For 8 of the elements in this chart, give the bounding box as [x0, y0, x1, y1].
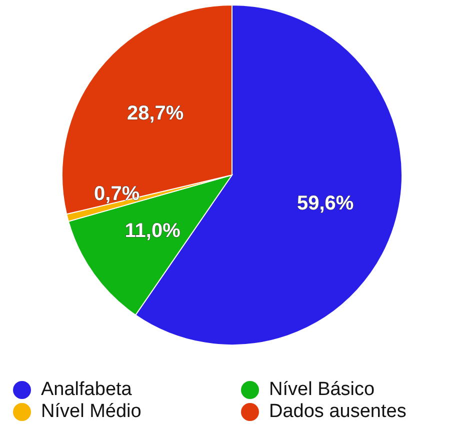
data-label: 0,7%	[94, 183, 140, 206]
legend-label: Nível Médio	[41, 401, 142, 422]
legend-label: Dados ausentes	[269, 401, 406, 422]
legend-label: Analfabeta	[41, 379, 132, 400]
data-label: 28,7%	[126, 102, 184, 125]
legend-label: Nível Básico	[269, 379, 375, 400]
data-label: 11,0%	[124, 220, 181, 242]
data-label: 59,6%	[296, 192, 354, 214]
